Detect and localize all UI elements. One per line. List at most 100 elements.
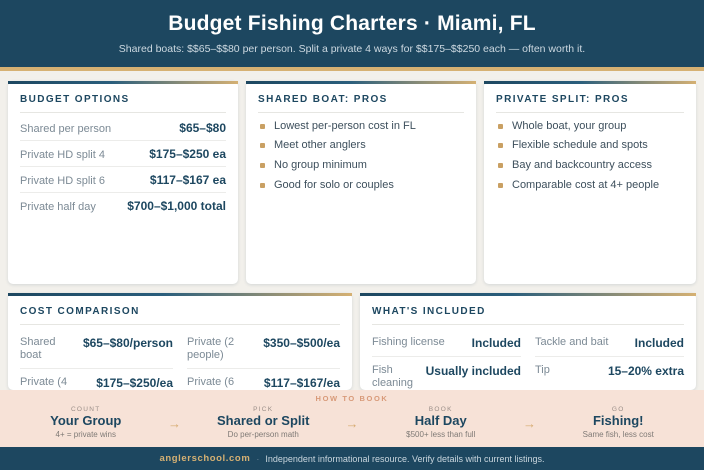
bullet-square-icon (260, 163, 265, 169)
stat-value: $65–$80 (179, 120, 226, 135)
list-item-label: Whole boat, your group (512, 119, 627, 132)
pair-item: Private (4 people) $175–$250/ea (20, 369, 173, 390)
pair-label: Fishing license (372, 335, 445, 348)
pair-value: $65–$80/person (82, 335, 173, 350)
arrow-right-icon: → (345, 415, 359, 431)
stat-row: Shared per person $65–$80 (20, 115, 226, 141)
pair-value: $117–$167/ea (263, 376, 340, 391)
card-title-budget-options: Budget Options (20, 94, 226, 113)
pair-value: $175–$250/ea (96, 376, 173, 391)
pair-item: Tackle and bait Included (535, 329, 684, 357)
stat-value: $175–$250 ea (149, 146, 226, 161)
list-item-label: Meet other anglers (274, 139, 366, 152)
list-item-label: Good for solo or couples (274, 178, 394, 191)
card-title-whats-included: What's Included (372, 306, 684, 325)
pair-item: Fish cleaning Usually included (372, 357, 521, 391)
step-pick: Pick Shared or Split Do per-person math (192, 406, 336, 440)
step-desc: $500+ less than full (406, 430, 476, 440)
stat-row: Private HD split 6 $117–$167 ea (20, 167, 226, 193)
pair-value: Usually included (425, 363, 521, 378)
bullet-square-icon (498, 143, 503, 149)
pair-label: Fish cleaning (372, 363, 413, 389)
step-title: Fishing! (592, 413, 644, 429)
step-count: Count Your Group 4+ = private wins (14, 406, 158, 440)
step-go: Go Fishing! Same fish, less cost (547, 406, 691, 440)
how-to-book-section: How to Book Count Your Group 4+ = privat… (0, 390, 704, 447)
pair-value: Included (634, 335, 684, 350)
bullet-square-icon (498, 182, 503, 188)
how-to-book-heading: How to Book (315, 394, 389, 404)
pair-label: Tackle and bait (535, 335, 609, 348)
step-eyebrow: Pick (253, 406, 274, 414)
list-item: Bay and backcountry access (496, 159, 684, 179)
step-book: Book Half Day $500+ less than full (369, 406, 513, 440)
page-footer: anglerschool.com · Independent informati… (0, 447, 704, 470)
stat-value: $700–$1,000 total (127, 198, 226, 213)
arrow-right-icon: → (168, 415, 181, 431)
stat-row: Private HD split 4 $175–$250 ea (20, 141, 226, 167)
card-shared-boat-pros: Shared Boat: Pros Lowest per-person cost… (246, 80, 476, 284)
card-title-private-split-pros: Private Split: Pros (496, 94, 684, 113)
step-title: Half Day (414, 413, 467, 429)
arrow-right-icon: → (523, 415, 536, 431)
footer-brand: anglerschool.com (159, 453, 251, 464)
list-item: Lowest per-person cost in FL (258, 120, 464, 140)
card-title-cost-comparison: Cost Comparison (20, 306, 340, 325)
bullet-square-icon (260, 143, 265, 149)
pair-value: Included (471, 335, 521, 350)
page-header: Budget Fishing Charters · Miami, FL Shar… (0, 0, 704, 71)
card-title-shared-boat-pros: Shared Boat: Pros (258, 94, 464, 113)
step-title: Shared or Split (217, 413, 310, 429)
whats-included-grid: Fishing license Included Tackle and bait… (372, 327, 684, 391)
shared-pros-list: Lowest per-person cost in FL Meet other … (258, 115, 464, 199)
list-item: Good for solo or couples (258, 179, 464, 199)
private-pros-list: Whole boat, your group Flexible schedule… (496, 115, 684, 199)
pair-value: $350–$500/ea (263, 335, 340, 350)
pair-label: Tip (535, 363, 550, 376)
steps-list: Count Your Group 4+ = private wins → Pic… (8, 406, 696, 440)
pair-label: Private (2 people) (187, 335, 235, 361)
footer-separator: · (256, 453, 260, 464)
card-row-top: Budget Options Shared per person $65–$80… (8, 80, 696, 284)
card-whats-included: What's Included Fishing license Included… (360, 292, 696, 391)
list-item: Whole boat, your group (496, 120, 684, 140)
step-eyebrow: Book (428, 406, 453, 414)
list-item: Meet other anglers (258, 139, 464, 159)
list-item-label: Bay and backcountry access (512, 159, 653, 172)
page-title: Budget Fishing Charters · Miami, FL (168, 12, 536, 35)
footer-disclaimer: Independent informational resource. Veri… (265, 453, 545, 464)
list-item-label: Flexible schedule and spots (512, 139, 648, 152)
stat-row: Private half day $700–$1,000 total (20, 193, 226, 218)
pair-value: 15–20% extra (607, 363, 684, 378)
step-desc: 4+ = private wins (55, 430, 116, 440)
step-eyebrow: Go (611, 406, 625, 414)
pair-item: Fishing license Included (372, 329, 521, 357)
card-private-split-pros: Private Split: Pros Whole boat, your gro… (484, 80, 696, 284)
list-item-label: Comparable cost at 4+ people (512, 178, 660, 191)
step-desc: Same fish, less cost (582, 430, 654, 440)
bullet-square-icon (498, 123, 503, 129)
stat-label: Private half day (20, 200, 96, 213)
step-desc: Do per-person math (227, 430, 299, 440)
step-eyebrow: Count (70, 406, 101, 414)
bullet-square-icon (260, 182, 265, 188)
list-item: Comparable cost at 4+ people (496, 179, 684, 199)
step-title: Your Group (50, 413, 122, 429)
list-item-label: Lowest per-person cost in FL (274, 119, 416, 132)
stat-value: $117–$167 ea (149, 172, 226, 187)
list-item: Flexible schedule and spots (496, 139, 684, 159)
pair-label: Private (4 people) (20, 376, 68, 390)
bullet-square-icon (260, 123, 265, 129)
pair-item: Shared boat $65–$80/person (20, 329, 173, 370)
cost-comparison-grid: Shared boat $65–$80/person Private (2 pe… (20, 327, 340, 390)
pair-item: Private (2 people) $350–$500/ea (187, 329, 340, 370)
content-area: Budget Options Shared per person $65–$80… (0, 71, 704, 391)
card-row-bottom: Cost Comparison Shared boat $65–$80/pers… (8, 292, 696, 391)
pair-label: Private (6 people) (187, 376, 235, 390)
card-budget-options: Budget Options Shared per person $65–$80… (8, 80, 238, 284)
pair-item: Private (6 people) $117–$167/ea (187, 369, 340, 390)
stat-label: Private HD split 6 (20, 174, 105, 187)
list-item: No group minimum (258, 159, 464, 179)
card-cost-comparison: Cost Comparison Shared boat $65–$80/pers… (8, 292, 352, 391)
page-subtitle: Shared boats: $$65–$$80 per person. Spli… (118, 43, 586, 56)
